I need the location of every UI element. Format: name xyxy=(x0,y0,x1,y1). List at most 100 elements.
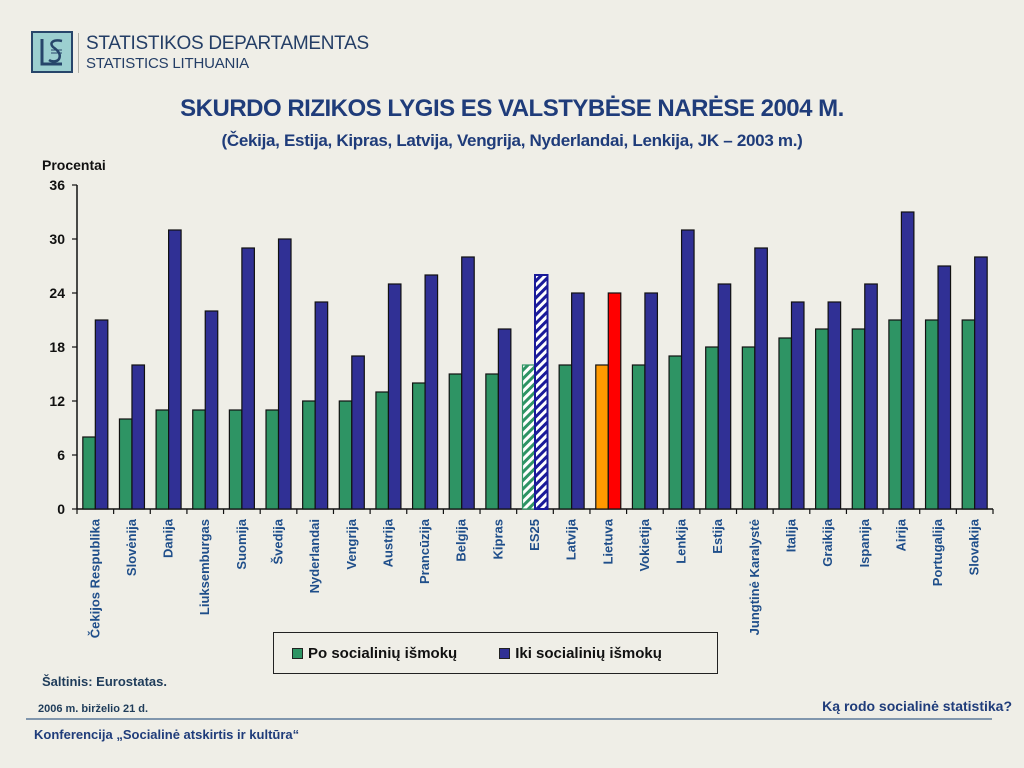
bar-before-benefits xyxy=(827,301,842,510)
org-name: STATISTIKOS DEPARTAMENTAS xyxy=(86,33,369,54)
bar-after-benefits xyxy=(192,409,206,510)
bar-after-benefits xyxy=(448,373,463,510)
x-tick-label: Belgija xyxy=(454,518,469,561)
x-tick-label: Graikija xyxy=(820,518,835,566)
x-tick-label: Austrija xyxy=(380,518,395,567)
bar-after-benefits xyxy=(302,400,316,510)
x-tick-label: Lenkija xyxy=(674,518,689,564)
x-tick-label: Latvija xyxy=(564,518,579,560)
x-tick-label: Estija xyxy=(710,518,725,553)
bar-before-benefits xyxy=(534,274,549,510)
bar-after-benefits xyxy=(82,436,96,510)
bar-after-benefits xyxy=(155,409,170,510)
footer-divider xyxy=(26,718,992,720)
bar-before-benefits xyxy=(387,283,402,510)
conference-name: Konferencija „Socialinė atskirtis ir kul… xyxy=(34,727,300,742)
x-tick-label: Čekijos Respublika xyxy=(87,518,102,638)
bar-before-benefits xyxy=(424,274,439,510)
bar-after-benefits xyxy=(338,400,353,510)
bar-before-benefits xyxy=(241,247,255,510)
source-note: Šaltinis: Eurostatas. xyxy=(42,674,167,689)
bar-after-benefits xyxy=(815,328,829,510)
bar-after-benefits xyxy=(265,409,280,510)
bar-before-benefits xyxy=(168,229,182,510)
x-tick-label: Slovakija xyxy=(967,518,982,575)
y-tick-label: 24 xyxy=(49,285,65,301)
logo-divider xyxy=(78,33,79,73)
x-tick-label: Švedija xyxy=(271,518,286,564)
x-tick-label: Slovėnija xyxy=(124,518,139,576)
y-tick-label: 30 xyxy=(49,231,65,247)
bar-before-benefits xyxy=(497,328,512,510)
bar-before-benefits xyxy=(900,211,915,510)
bar-before-benefits xyxy=(680,229,695,510)
bar-before-benefits xyxy=(571,292,585,510)
legend-swatch-after xyxy=(292,647,303,659)
bar-before-benefits xyxy=(351,355,365,510)
bar-after-benefits xyxy=(375,391,390,510)
bar-before-benefits xyxy=(461,256,475,510)
x-tick-label: Lietuva xyxy=(600,518,615,564)
x-tick-label: ES25 xyxy=(527,519,542,551)
x-tick-label: Airija xyxy=(893,518,908,551)
x-tick-label: Jungtinė Karalystė xyxy=(747,519,762,635)
bar-after-benefits xyxy=(741,346,756,510)
bar-before-benefits xyxy=(204,310,219,510)
bar-before-benefits xyxy=(607,292,622,510)
x-tick-label: Vokietija xyxy=(637,518,652,571)
bar-before-benefits xyxy=(131,364,146,510)
x-tick-label: Ispanija xyxy=(857,518,872,567)
y-tick-label: 36 xyxy=(49,177,65,193)
bar-after-benefits xyxy=(558,364,573,510)
legend-swatch-before xyxy=(499,647,511,659)
bar-before-benefits xyxy=(644,292,659,510)
presentation-question-link[interactable]: Ką rodo socialinė statistika? xyxy=(822,698,1012,714)
y-tick-label: 18 xyxy=(49,339,65,355)
y-tick-label: 12 xyxy=(49,393,65,409)
bar-before-benefits xyxy=(717,283,732,510)
bar-after-benefits xyxy=(961,319,976,510)
legend-item-after: Po socialinių išmokų xyxy=(292,645,457,662)
bar-before-benefits xyxy=(754,247,768,510)
bar-after-benefits xyxy=(851,328,866,510)
bar-after-benefits xyxy=(888,319,903,510)
ls-logo-icon xyxy=(40,39,63,66)
bar-after-benefits xyxy=(228,409,243,510)
bar-after-benefits xyxy=(118,418,133,510)
x-tick-label: Suomija xyxy=(234,518,249,569)
x-tick-label: Portugalija xyxy=(930,518,945,586)
y-axis-label: Procentai xyxy=(42,157,106,173)
chart-subtitle: (Čekija, Estija, Kipras, Latvija, Vengri… xyxy=(221,131,803,150)
org-name-english: STATISTICS LITHUANIA xyxy=(86,55,249,72)
bar-after-benefits xyxy=(411,382,426,510)
bar-after-benefits xyxy=(485,373,499,510)
x-tick-label: Nyderlandai xyxy=(307,519,322,593)
y-tick-label: 6 xyxy=(57,447,65,463)
x-tick-label: Vengrija xyxy=(344,518,359,569)
chart-title: SKURDO RIZIKOS LYGIS ES VALSTYBĖSE NARĖS… xyxy=(180,95,844,122)
bar-before-benefits xyxy=(864,283,878,510)
bar-before-benefits xyxy=(790,301,805,510)
legend-item-before: Iki socialinių išmokų xyxy=(499,645,662,662)
bar-after-benefits xyxy=(924,319,939,510)
bar-before-benefits xyxy=(94,319,109,510)
bar-before-benefits xyxy=(974,256,988,510)
bar-before-benefits xyxy=(937,265,952,510)
x-tick-label: Kipras xyxy=(490,519,505,559)
chart-legend: Po socialinių išmokų Iki socialinių išmo… xyxy=(273,632,718,674)
bar-before-benefits xyxy=(314,301,329,510)
bar-after-benefits xyxy=(778,337,793,510)
x-tick-label: Prancūzija xyxy=(417,518,432,584)
bar-after-benefits xyxy=(668,355,683,510)
bar-before-benefits xyxy=(277,238,292,510)
legend-label-before: Iki socialinių išmokų xyxy=(515,644,662,662)
bar-after-benefits xyxy=(595,364,609,510)
x-tick-label: Italija xyxy=(783,518,798,552)
legend-label-after: Po socialinių išmokų xyxy=(308,644,458,662)
bar-after-benefits xyxy=(631,364,646,510)
bar-after-benefits xyxy=(521,364,536,510)
x-tick-label: Danija xyxy=(161,518,176,558)
y-tick-label: 0 xyxy=(57,501,65,517)
x-tick-label: Liuksemburgas xyxy=(197,519,212,615)
